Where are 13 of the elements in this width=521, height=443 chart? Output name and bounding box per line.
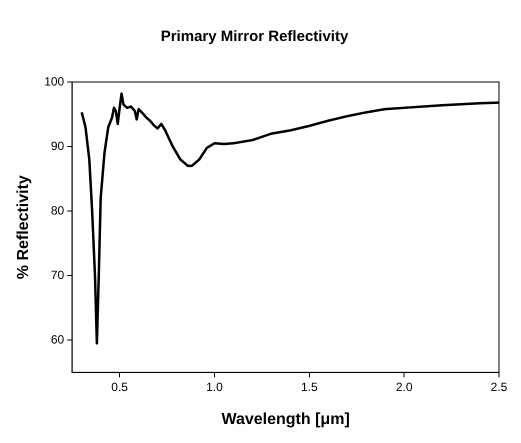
y-axis-title: % Reflectivity <box>15 175 32 280</box>
x-tick-label: 2.5 <box>490 380 508 394</box>
y-tick-label: 80 <box>50 203 65 218</box>
x-tick-label: 2.0 <box>396 380 413 394</box>
y-tick-label: 70 <box>50 268 65 282</box>
x-tick-label: 0.5 <box>111 380 128 394</box>
y-tick-label: 100 <box>44 74 65 88</box>
x-tick-label: 1.0 <box>206 380 224 394</box>
x-tick-label: 1.5 <box>300 380 318 394</box>
y-tick-label: 60 <box>50 332 65 346</box>
y-tick-label: 90 <box>50 138 65 153</box>
x-axis-title: Wavelength [μm] <box>221 410 350 428</box>
chart-title: Primary Mirror Reflectivity <box>160 28 349 46</box>
